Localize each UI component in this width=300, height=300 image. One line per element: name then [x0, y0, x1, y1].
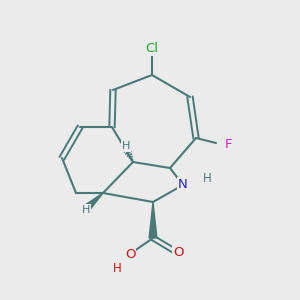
Polygon shape [86, 193, 103, 209]
Text: F: F [225, 139, 233, 152]
Text: H: H [122, 141, 130, 151]
Text: O: O [125, 248, 135, 260]
Text: Cl: Cl [146, 41, 158, 55]
Polygon shape [149, 202, 157, 238]
Text: H: H [112, 262, 122, 275]
Text: N: N [178, 178, 188, 191]
Text: H: H [202, 172, 211, 184]
Text: H: H [82, 205, 90, 215]
Text: O: O [173, 247, 183, 260]
